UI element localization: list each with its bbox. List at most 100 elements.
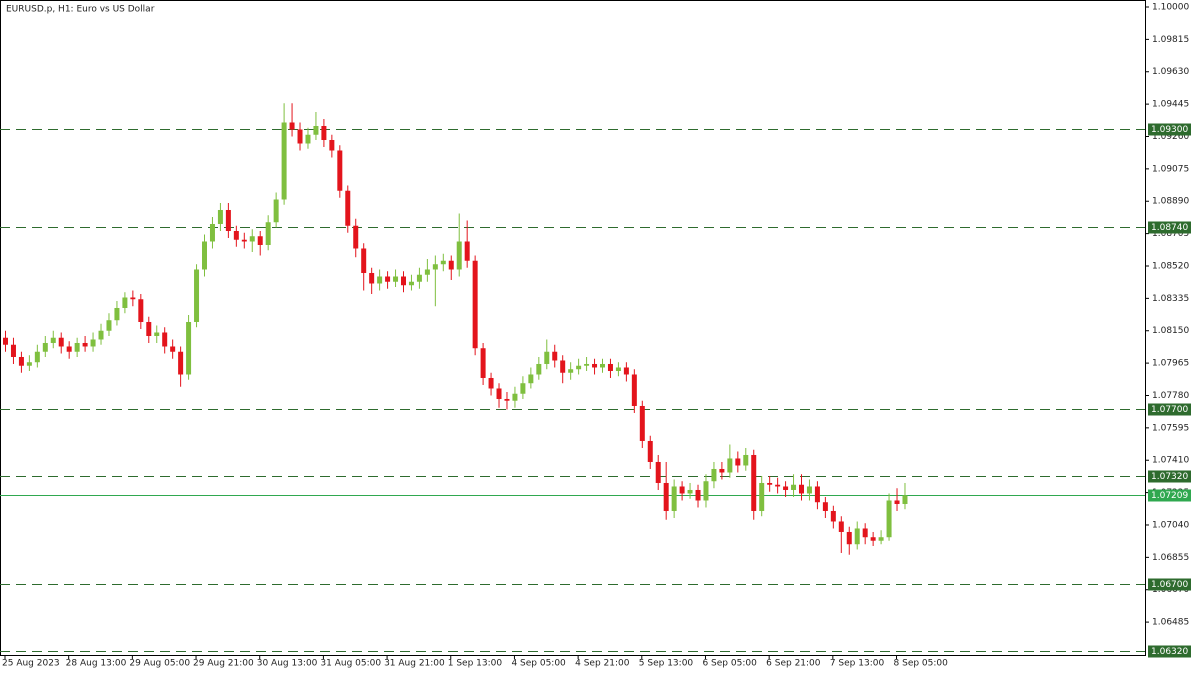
candle-body	[703, 481, 709, 501]
candle-body	[233, 230, 239, 240]
candle-body	[615, 367, 621, 371]
y-tick-label: 1.06485	[1152, 618, 1189, 628]
candle-body	[178, 351, 184, 375]
y-tick-label: 1.09630	[1152, 67, 1189, 77]
x-tick-label: 6 Sep 05:00	[702, 659, 757, 669]
x-tick-label: 4 Sep 21:00	[575, 659, 630, 669]
x-tick-label: 7 Sep 13:00	[830, 659, 885, 669]
y-tick-label: 1.07595	[1152, 423, 1189, 433]
candle-body	[799, 484, 804, 494]
x-tick-label: 4 Sep 05:00	[511, 659, 566, 669]
candle-body	[576, 365, 582, 370]
candle-body	[58, 337, 64, 347]
x-tick-label: 25 Aug 2023	[2, 659, 60, 669]
candle-body	[528, 374, 534, 384]
candle-body	[154, 332, 160, 336]
candle-body	[592, 363, 598, 368]
candle-body	[225, 209, 231, 231]
candle-body	[743, 454, 749, 466]
candle-body	[42, 342, 48, 352]
candle-body	[257, 236, 263, 245]
candle-body	[408, 281, 414, 286]
candle-body	[353, 225, 359, 249]
candle-body	[846, 531, 852, 545]
candle-body	[249, 236, 255, 242]
candle-body	[647, 440, 653, 462]
candle-body	[66, 346, 72, 352]
candle-body	[424, 269, 430, 275]
level-label: 1.06700	[1151, 580, 1188, 590]
candle-body	[297, 129, 303, 144]
candle-body	[90, 339, 96, 347]
level-label-bg	[1148, 470, 1191, 483]
candle-body	[560, 360, 566, 373]
candle-body	[695, 489, 701, 501]
candle-body	[783, 486, 789, 490]
chart-title: EURUSD.p, H1: Euro vs US Dollar	[6, 5, 155, 15]
candle-body	[711, 468, 717, 482]
x-tick-label: 31 Aug 05:00	[320, 659, 381, 669]
y-tick-label: 1.09815	[1152, 35, 1189, 45]
candle-body	[806, 486, 812, 494]
x-tick-label: 30 Aug 13:00	[257, 659, 318, 669]
y-tick-label: 1.08520	[1152, 261, 1189, 271]
x-tick-label: 29 Aug 21:00	[193, 659, 254, 669]
candle-body	[289, 122, 295, 130]
candle-body	[130, 297, 136, 300]
y-tick-label: 1.08890	[1152, 197, 1189, 207]
candle-body	[751, 454, 757, 511]
candle-body	[759, 482, 765, 511]
candle-body	[170, 346, 176, 352]
plot-frame	[0, 0, 1146, 656]
candle-body	[552, 351, 558, 361]
candle-body	[504, 398, 510, 401]
candle-body	[321, 125, 327, 140]
candle-body	[679, 486, 685, 494]
level-label-bg	[1148, 645, 1191, 658]
y-tick-label: 1.09445	[1152, 100, 1189, 110]
candle-body	[496, 388, 502, 399]
candle-body	[902, 495, 908, 504]
candle-body	[623, 367, 629, 375]
candle-body	[385, 276, 391, 282]
candle-body	[775, 484, 781, 487]
candle-body	[377, 276, 383, 284]
x-tick-label: 28 Aug 13:00	[66, 659, 127, 669]
candle-body	[345, 190, 351, 226]
candle-body	[114, 307, 120, 321]
candle-body	[544, 351, 550, 364]
y-tick-label: 1.10000	[1152, 2, 1189, 12]
y-tick-label: 1.06855	[1152, 553, 1189, 563]
x-tick-label: 29 Aug 05:00	[129, 659, 190, 669]
y-tick-label: 1.07410	[1152, 456, 1189, 466]
candle-body	[3, 337, 8, 345]
candle-body	[822, 502, 828, 511]
x-tick-label: 8 Sep 05:00	[894, 659, 949, 669]
candle-body	[878, 537, 884, 541]
candle-body	[655, 461, 661, 483]
candle-body	[607, 363, 613, 371]
candle-body	[767, 482, 773, 485]
y-tick-label: 1.07040	[1152, 520, 1189, 530]
candle-body	[146, 321, 152, 336]
candle-body	[480, 348, 486, 378]
y-tick-label: 1.08335	[1152, 294, 1189, 304]
candle-body	[313, 125, 319, 135]
y-tick-label: 1.07965	[1152, 359, 1189, 369]
candle-body	[74, 342, 80, 352]
candle-body	[202, 241, 207, 270]
candle-body	[138, 299, 144, 322]
candle-body	[862, 528, 868, 538]
candle-body	[894, 500, 900, 504]
candle-body	[106, 320, 112, 331]
y-tick-label: 1.09075	[1152, 164, 1189, 174]
candle-body	[186, 321, 192, 375]
candle-body	[719, 468, 725, 473]
price-label-bg	[1148, 489, 1191, 502]
candle-body	[472, 260, 478, 349]
candle-body	[536, 363, 542, 375]
candle-body	[50, 337, 56, 343]
candle-body	[639, 405, 645, 441]
x-tick-label: 6 Sep 21:00	[766, 659, 821, 669]
